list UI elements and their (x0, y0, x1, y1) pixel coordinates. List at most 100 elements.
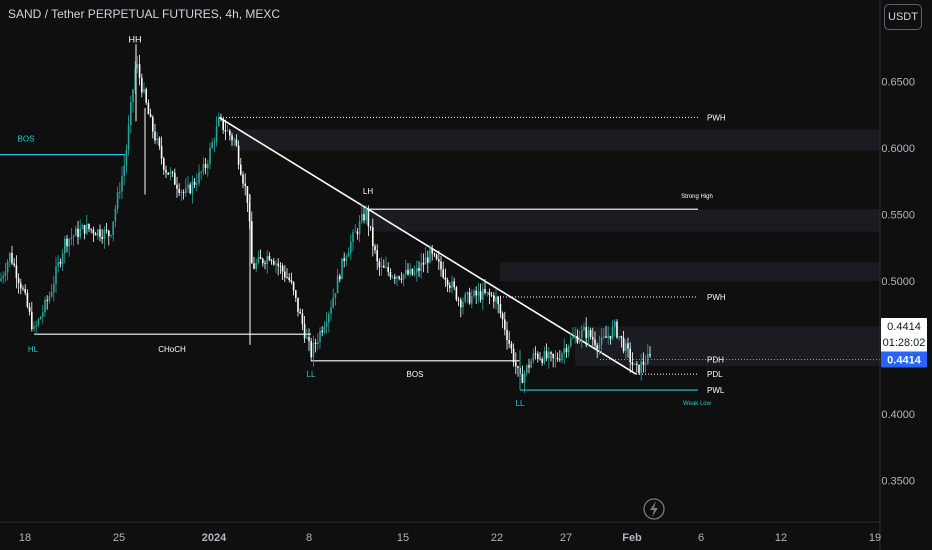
price-axis: 0.6500 0.6000 0.5500 0.5000 0.4000 0.3500 (881, 77, 915, 488)
candle-body (378, 261, 381, 268)
candle-body (246, 186, 249, 203)
candle-body (572, 337, 574, 339)
candle-body (618, 336, 620, 338)
zone-rect (370, 209, 880, 232)
candle-body (543, 351, 546, 363)
candle-body (640, 361, 642, 374)
candle-body (504, 319, 506, 330)
candle-body (567, 346, 570, 353)
candle-body (317, 341, 319, 345)
candle-body (574, 335, 576, 338)
candle-body (530, 361, 532, 368)
candle-body (501, 313, 504, 320)
candle-body (207, 163, 209, 169)
candle-body (409, 268, 411, 275)
time-tick-label: 6 (698, 532, 704, 544)
candle-body (453, 281, 455, 288)
candle-body (59, 261, 62, 264)
candle-body (295, 290, 297, 298)
candle-body (147, 102, 150, 115)
candle-body (176, 184, 178, 189)
candle-body (297, 297, 299, 312)
candle-body (385, 267, 387, 268)
candle-body (528, 365, 530, 368)
candle-body (64, 238, 66, 254)
candle-body (61, 253, 64, 264)
candle-body (363, 214, 365, 221)
candle-body (303, 324, 306, 339)
candle-body (598, 344, 601, 349)
candle-body (24, 289, 26, 293)
candle-body (37, 319, 40, 326)
candle-body (233, 139, 235, 141)
candle-body (383, 265, 385, 268)
current-price-tag (881, 351, 927, 368)
candle-body (534, 353, 537, 355)
candle-body (4, 272, 7, 276)
time-tick-label: 22 (491, 532, 503, 544)
candle-body (510, 343, 513, 349)
candle-body (310, 340, 312, 358)
candle-body (638, 364, 640, 374)
zone-rect (500, 262, 880, 281)
annotation-label: BOS (18, 135, 35, 144)
candle-body (125, 149, 128, 166)
price-tick-label: 0.5000 (881, 276, 915, 288)
candle-body (559, 359, 561, 361)
candle-body (587, 330, 590, 338)
candle-body (427, 257, 429, 263)
candle-body (539, 358, 541, 360)
candle-body (420, 262, 422, 271)
candle-body (620, 336, 623, 339)
candle-body (570, 338, 572, 347)
candle-body (431, 247, 433, 254)
candle-body (380, 265, 383, 268)
time-tick-label: Feb (622, 532, 642, 544)
candle-body (167, 172, 169, 175)
candle-body (583, 327, 585, 331)
time-tick-label: 27 (560, 532, 572, 544)
annotation-label: PWH (707, 113, 726, 122)
candle-body (101, 236, 103, 239)
candle-body (42, 312, 44, 317)
candle-body (486, 292, 488, 293)
candle-body (462, 301, 464, 308)
candle-body (647, 354, 649, 364)
candle-body (103, 229, 106, 239)
candle-body (374, 245, 376, 251)
candle-body (449, 285, 451, 288)
candle-body (466, 292, 469, 295)
candle-body (86, 223, 88, 234)
candle-body (92, 229, 95, 234)
candle-body (576, 335, 579, 343)
candle-body (550, 352, 552, 354)
candle-body (284, 271, 286, 278)
candle-body (116, 191, 119, 209)
candle-body (281, 265, 284, 272)
candle-body (356, 231, 359, 235)
candle-body (495, 297, 497, 302)
candle-body (160, 146, 163, 159)
candle-body (123, 165, 125, 176)
candle-body (222, 118, 224, 131)
candle-body (435, 254, 438, 260)
candle-body (163, 158, 165, 170)
candle-body (46, 299, 48, 301)
annotation-label: LL (516, 399, 525, 408)
candle-body (20, 283, 22, 289)
annotation-label: PWH (707, 293, 726, 302)
candle-body (389, 272, 392, 278)
currency-button[interactable]: USDT (884, 4, 922, 30)
candle-body (367, 208, 370, 227)
candle-body (270, 260, 273, 262)
candle-body (22, 288, 24, 290)
candle-body (251, 221, 253, 264)
candle-body (622, 338, 625, 352)
lightning-icon[interactable] (643, 498, 665, 520)
candle-body (563, 348, 565, 354)
candle-body (596, 345, 598, 349)
candle-body (552, 353, 554, 358)
candle-body (215, 126, 218, 142)
candle-body (152, 117, 154, 132)
